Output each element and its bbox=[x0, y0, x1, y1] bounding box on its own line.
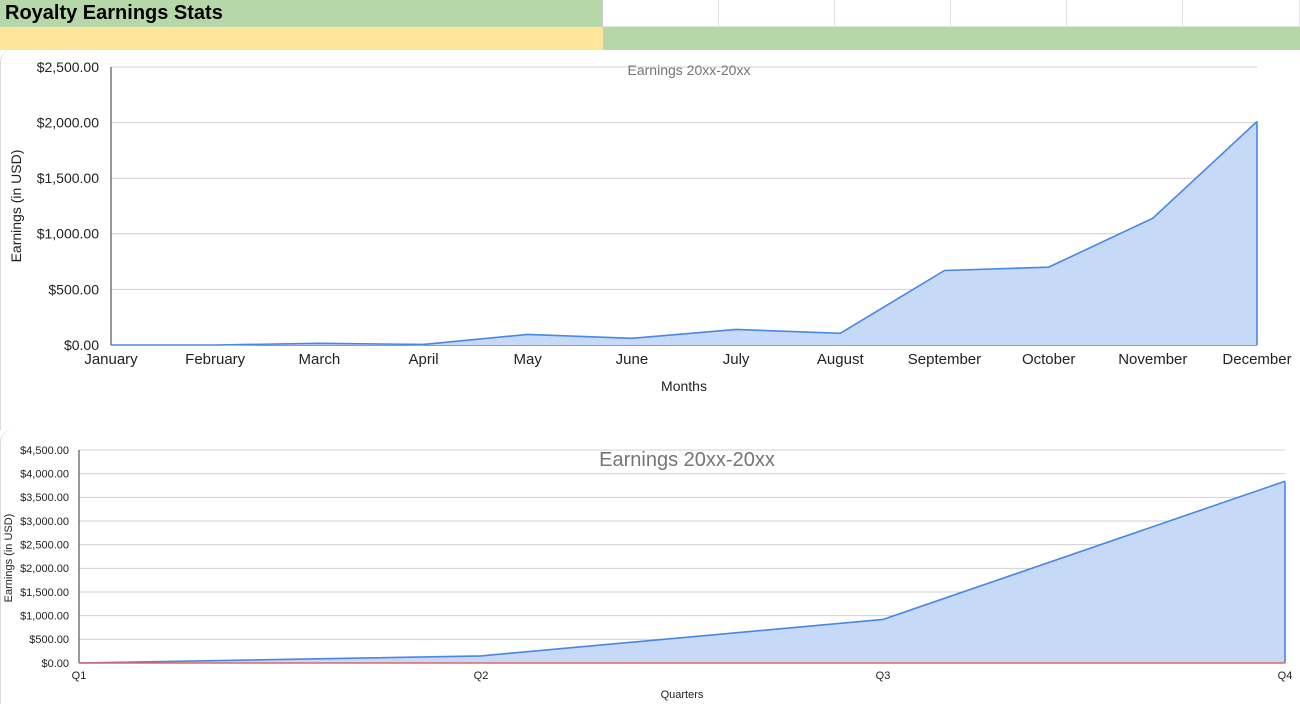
y-tick-label: $1,000.00 bbox=[20, 611, 69, 623]
empty-cell[interactable] bbox=[719, 0, 835, 27]
x-tick-label: February bbox=[185, 351, 246, 368]
series-area-fill bbox=[111, 121, 1257, 345]
empty-cell[interactable] bbox=[835, 0, 951, 27]
y-axis-title: Earnings (in USD) bbox=[8, 150, 24, 263]
x-tick-label: August bbox=[817, 351, 865, 368]
x-tick-label: July bbox=[723, 351, 750, 368]
x-tick-label: March bbox=[299, 351, 341, 368]
chart-title: Earnings 20xx-20xx bbox=[628, 62, 751, 78]
y-tick-label: $2,500.00 bbox=[20, 540, 69, 552]
y-tick-label: $3,000.00 bbox=[20, 516, 69, 528]
quarterly-earnings-chart[interactable]: $0.00 $500.00 $1,000.00 $1,500.00 $2,000.00 $… bbox=[0, 430, 1300, 704]
y-tick-label: $2,500.00 bbox=[37, 59, 99, 75]
x-tick-label: November bbox=[1118, 351, 1187, 368]
empty-cell[interactable] bbox=[951, 0, 1067, 27]
x-axis-title: Quarters bbox=[661, 689, 704, 701]
y-tick-label: $2,000.00 bbox=[37, 115, 99, 131]
empty-cell[interactable] bbox=[1067, 0, 1183, 27]
green-highlight-cell[interactable] bbox=[603, 27, 1300, 50]
y-tick-label: $0.00 bbox=[64, 337, 99, 353]
y-tick-label: $1,000.00 bbox=[37, 226, 99, 242]
y-tick-label: $500.00 bbox=[48, 281, 99, 297]
quarterly-earnings-chart-svg: $0.00 $500.00 $1,000.00 $1,500.00 $2,000.00 $… bbox=[3, 445, 1293, 701]
x-tick-label: April bbox=[409, 351, 439, 368]
y-axis-title: Earnings (in USD) bbox=[3, 514, 15, 603]
row-divider bbox=[603, 26, 1300, 27]
title-cell[interactable]: Royalty Earnings Stats bbox=[0, 0, 603, 27]
x-tick-label: Q3 bbox=[876, 670, 891, 682]
y-tick-label: $500.00 bbox=[29, 634, 69, 646]
yellow-highlight-cell[interactable] bbox=[0, 27, 603, 50]
y-tick-label: $1,500.00 bbox=[37, 170, 99, 186]
x-tick-label: June bbox=[616, 351, 649, 368]
y-tick-label: $2,000.00 bbox=[20, 563, 69, 575]
series-line bbox=[78, 480, 1286, 664]
monthly-earnings-chart[interactable]: $0.00 $500.00 $1,000.00 $1,500.00 $2,000.00 $… bbox=[0, 50, 1300, 430]
x-tick-label: May bbox=[514, 351, 543, 368]
x-tick-label: January bbox=[84, 351, 138, 368]
empty-cell[interactable] bbox=[1183, 0, 1300, 27]
x-tick-label: September bbox=[908, 351, 981, 368]
x-tick-label: Q4 bbox=[1278, 670, 1293, 682]
empty-cell[interactable] bbox=[603, 0, 719, 27]
x-tick-label: December bbox=[1222, 351, 1291, 368]
series-area-fill bbox=[79, 481, 1285, 663]
y-tick-label: $0.00 bbox=[41, 658, 69, 670]
chart-title: Earnings 20xx-20xx bbox=[599, 449, 775, 471]
x-tick-label: October bbox=[1022, 351, 1075, 368]
sheet-title: Royalty Earnings Stats bbox=[5, 2, 223, 24]
y-tick-label: $4,500.00 bbox=[20, 445, 69, 457]
y-tick-label: $3,500.00 bbox=[20, 492, 69, 504]
spreadsheet-header-rows: Royalty Earnings Stats bbox=[0, 0, 1300, 52]
x-tick-label: Q2 bbox=[474, 670, 489, 682]
y-tick-label: $1,500.00 bbox=[20, 587, 69, 599]
monthly-earnings-chart-svg: $0.00 $500.00 $1,000.00 $1,500.00 $2,000.00 $… bbox=[8, 59, 1292, 394]
x-axis-title: Months bbox=[661, 378, 707, 394]
y-tick-label: $4,000.00 bbox=[20, 469, 69, 481]
series-line bbox=[111, 120, 1258, 346]
x-tick-label: Q1 bbox=[72, 670, 87, 682]
